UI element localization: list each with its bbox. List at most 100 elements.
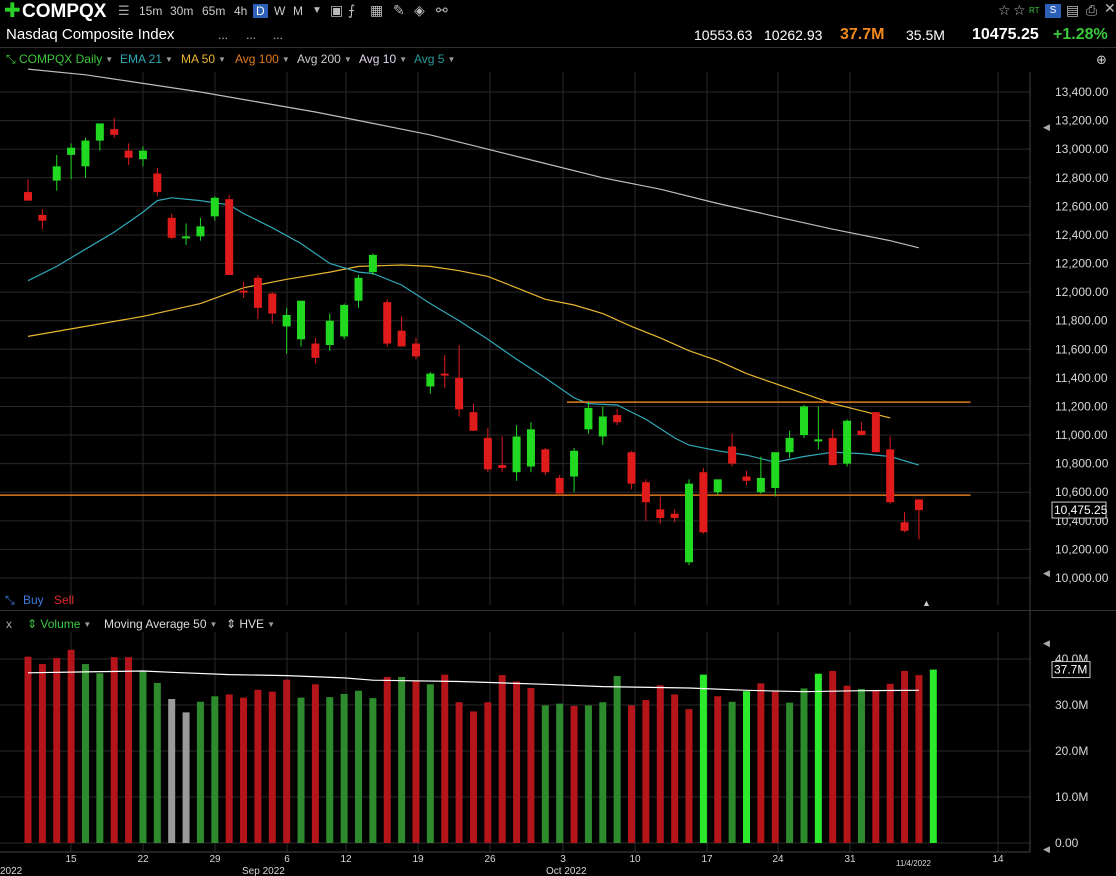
date-tick-label: 3	[560, 854, 566, 865]
volume-bar	[829, 670, 837, 843]
price-tick-label: 10,800.00	[1055, 457, 1109, 471]
candle-body	[67, 147, 76, 155]
alert-star-icon[interactable]: ☆	[1013, 2, 1026, 18]
date-month-label: Sep 2022	[242, 866, 285, 876]
volume-bar	[599, 702, 607, 843]
layers-icon[interactable]: ◈	[414, 2, 425, 18]
favorite-star-icon[interactable]: ☆	[998, 2, 1011, 18]
candle-body	[914, 499, 923, 511]
candle-body	[483, 437, 492, 470]
legend-avg100[interactable]: Avg 100 ▼	[235, 52, 290, 66]
settings-icon[interactable]: S	[1045, 4, 1061, 18]
high-value: 10553.63	[694, 27, 753, 43]
legend-daily[interactable]: ⤡ COMPQX Daily ▼	[6, 52, 114, 66]
last-price-box	[1051, 501, 1107, 519]
hve-legend[interactable]: ⇕ HVE ▼	[226, 617, 275, 631]
dots-3: ...	[273, 28, 284, 42]
last-volume-label: 37.7M	[1054, 663, 1087, 677]
candle-body	[799, 406, 808, 436]
draw-icon[interactable]: ✎	[393, 2, 405, 18]
sell-label[interactable]: Sell	[54, 593, 75, 607]
chart-type-icon[interactable]: ▣	[330, 2, 344, 18]
scroll-up-arrow-icon: ◀	[1043, 122, 1050, 132]
symbol-input[interactable]: COMPQX	[22, 1, 107, 22]
timeframe-m[interactable]: M	[293, 4, 303, 18]
price-tick-label: 11,800.00	[1055, 314, 1108, 328]
candle-body	[685, 483, 694, 563]
volume-bar	[412, 680, 420, 843]
timeframe-w[interactable]: W	[274, 4, 286, 18]
timeframe-65m[interactable]: 65m	[202, 4, 226, 18]
ma50-line	[27, 264, 891, 419]
volume-legend[interactable]: ⇕ Volume ▼	[27, 617, 92, 631]
price-tick-label: 13,200.00	[1055, 114, 1109, 128]
print-icon[interactable]: ⎙	[1086, 2, 1098, 18]
timeframe-30m[interactable]: 30m	[170, 4, 194, 18]
timeframe-dropdown-icon[interactable]: ▼	[312, 5, 322, 16]
symbol-menu-icon[interactable]: ☰	[118, 3, 130, 18]
moving-average-legend[interactable]: Moving Average 50 ▼	[104, 617, 218, 631]
legend-avg10[interactable]: Avg 10 ▼	[359, 52, 408, 66]
volume-bar	[843, 685, 851, 843]
volume-bar	[613, 676, 621, 843]
close-volume-panel-button[interactable]: x	[6, 617, 12, 631]
close-icon[interactable]: ✕	[1104, 0, 1116, 16]
legend-daily-icon: ⤡	[6, 52, 19, 66]
scroll-down-arrow-icon: ◀	[1043, 568, 1050, 578]
volume-bar	[67, 649, 75, 843]
legend-avg200[interactable]: Avg 200 ▼	[297, 52, 352, 66]
legend-ma50[interactable]: MA 50 ▼	[181, 52, 226, 66]
timeframe-4h[interactable]: 4h	[234, 4, 248, 18]
save-icon[interactable]: ▤	[1066, 2, 1080, 18]
candle-body	[138, 150, 147, 160]
studies-icon[interactable]: ⨍	[348, 2, 356, 18]
hve-sort-icon: ⇕	[226, 617, 240, 631]
date-tick-label: 12	[340, 854, 352, 865]
legend-ema21-label: EMA 21	[120, 52, 163, 66]
share-icon[interactable]: ⚯	[436, 2, 448, 18]
volume-ma-line	[27, 670, 919, 693]
globe-icon[interactable]: ⊕	[1096, 52, 1107, 67]
candle-body	[282, 314, 291, 327]
candle-body	[153, 173, 162, 193]
volume-bar	[800, 688, 808, 843]
candle-body	[167, 217, 176, 238]
last-price: 10475.25	[972, 26, 1039, 43]
volume-bar	[498, 675, 506, 843]
date-tick-label: 22	[137, 854, 149, 865]
timeframe-15m[interactable]: 15m	[139, 4, 163, 18]
volume-bar	[728, 701, 736, 843]
legend-avg5[interactable]: Avg 5 ▼	[414, 52, 456, 66]
dots-2: ...	[246, 28, 257, 42]
price-tick-label: 10,200.00	[1055, 542, 1109, 556]
price-tick-label: 12,000.00	[1055, 285, 1109, 299]
date-tick-label: 29	[209, 854, 221, 865]
volume-bar	[656, 685, 664, 843]
volume-bar	[153, 682, 161, 843]
date-tick-label: 15	[65, 854, 77, 865]
volume-bar	[513, 681, 521, 843]
volume-bar	[584, 705, 592, 843]
legend-ema21[interactable]: EMA 21 ▼	[120, 52, 173, 66]
candle-body	[627, 452, 636, 484]
volume-bar	[455, 702, 463, 843]
volume-bar	[441, 674, 449, 843]
candle-body	[886, 449, 895, 503]
candle-body	[900, 522, 909, 531]
ma200-line	[27, 68, 920, 249]
buy-label[interactable]: Buy	[23, 593, 44, 607]
volume-bar	[168, 699, 176, 843]
candle-body	[311, 343, 320, 358]
timeframe-d[interactable]: D	[253, 4, 268, 18]
add-symbol-icon[interactable]: ✚	[4, 0, 21, 22]
price-tick-label: 11,000.00	[1055, 428, 1108, 442]
calculator-icon[interactable]: ▦	[370, 2, 384, 18]
volume-bar	[642, 699, 650, 843]
volume-bar	[570, 705, 578, 843]
legend-avg200-label: Avg 200	[297, 52, 341, 66]
volume-bar	[268, 691, 276, 843]
candle-body	[584, 407, 593, 430]
candle-body	[297, 300, 306, 340]
volume-bar	[297, 697, 305, 843]
hve-label: HVE	[239, 617, 265, 631]
